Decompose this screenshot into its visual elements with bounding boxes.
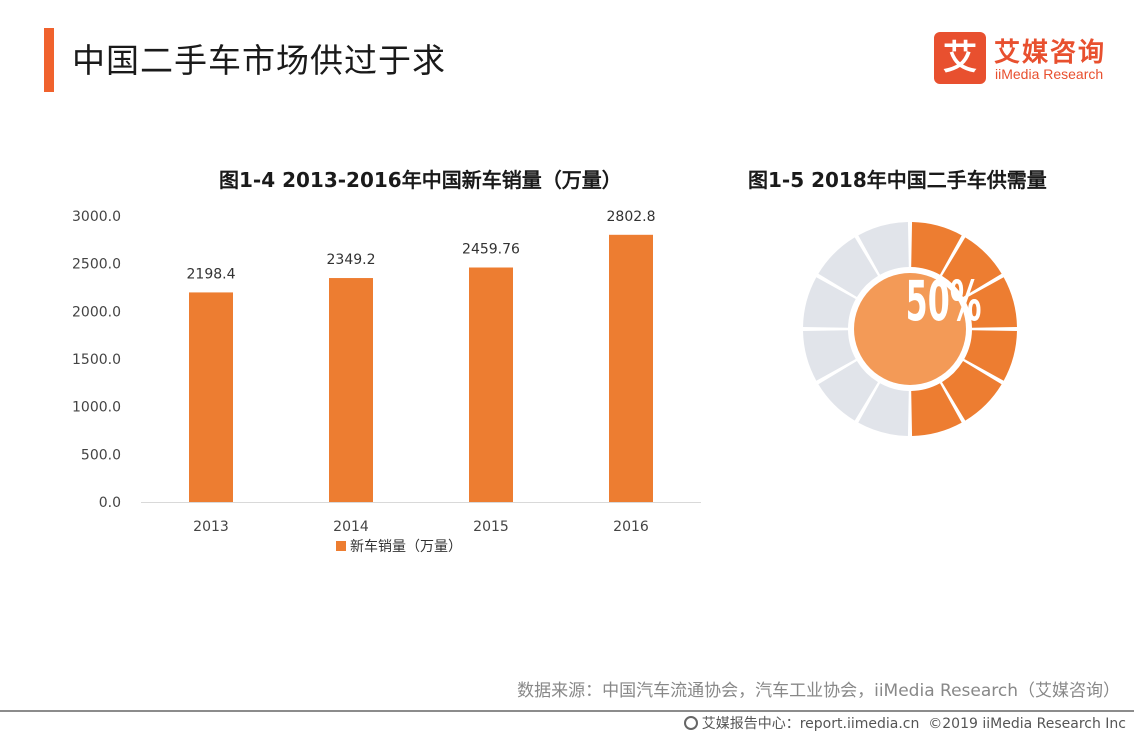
donut-segment-filled-3 xyxy=(964,330,1017,381)
donut-center-label: 50% xyxy=(906,269,982,334)
donut-segment-empty-9 xyxy=(803,277,856,328)
footer-copyright: ©2019 iiMedia Research Inc xyxy=(928,716,1126,732)
x-tick-label-2016: 2016 xyxy=(613,519,649,535)
y-tick-label: 2000.0 xyxy=(72,304,121,320)
donut-segment-filled-5 xyxy=(911,383,962,436)
donut-chart: 50% xyxy=(803,222,1017,436)
footer-divider xyxy=(0,710,1134,712)
data-source-note: 数据来源：中国汽车流通协会，汽车工业协会，iiMedia Research（艾媒… xyxy=(517,681,1120,701)
brand-logo: 艾 艾媒咨询 iiMedia Research xyxy=(934,32,1114,88)
donut-center-disc xyxy=(854,273,966,385)
title-accent-bar xyxy=(44,28,54,92)
bar-2013 xyxy=(189,292,233,502)
data-label-2014: 2349.2 xyxy=(327,252,376,268)
x-tick-label-2014: 2014 xyxy=(333,519,369,535)
bar-chart-legend: 新车销量（万量） xyxy=(336,536,462,556)
x-tick-label-2013: 2013 xyxy=(193,519,229,535)
donut-segment-empty-6 xyxy=(858,383,909,436)
legend-label: 新车销量（万量） xyxy=(350,539,462,555)
x-tick-label-2015: 2015 xyxy=(473,519,509,535)
donut-segment-empty-10 xyxy=(818,237,878,297)
report-center-icon xyxy=(683,716,698,730)
brand-badge-icon: 艾 xyxy=(934,32,986,84)
bar-2015 xyxy=(469,267,513,502)
footer-site: 艾媒报告中心：report.iimedia.cn xyxy=(701,716,920,732)
brand-name-cn: 艾媒咨询 xyxy=(994,38,1107,68)
data-label-2013: 2198.4 xyxy=(187,266,236,282)
page-title: 中国二手车市场供过于求 xyxy=(72,41,446,80)
brand-name-en: iiMedia Research xyxy=(995,66,1104,82)
bar-2014 xyxy=(329,278,373,502)
data-label-2016: 2802.8 xyxy=(607,209,656,225)
donut-segment-filled-2 xyxy=(964,277,1017,328)
donut-segment-filled-0 xyxy=(911,222,962,275)
donut-segment-empty-8 xyxy=(803,330,856,381)
legend-swatch xyxy=(336,541,346,551)
donut-segment-empty-11 xyxy=(858,222,909,275)
y-tick-label: 3000.0 xyxy=(72,209,121,225)
y-tick-label: 1000.0 xyxy=(72,400,121,416)
y-tick-label: 500.0 xyxy=(81,447,121,463)
y-tick-label: 2500.0 xyxy=(72,257,121,273)
donut-chart-title: 图1-5 2018年中国二手车供需量 xyxy=(748,168,1047,192)
donut-segment-empty-7 xyxy=(818,361,878,421)
footer: 艾媒报告中心：report.iimedia.cn ©2019 iiMedia R… xyxy=(683,713,1126,733)
donut-segment-filled-4 xyxy=(942,361,1002,421)
data-label-2015: 2459.76 xyxy=(462,242,520,258)
donut-segment-filled-1 xyxy=(942,237,1002,297)
bar-chart: 0.0 500.0 1000.0 1500.0 2000.0 2500.0 3000.0 21… xyxy=(72,209,701,535)
y-tick-label: 0.0 xyxy=(99,495,121,511)
bar-2016 xyxy=(609,234,653,502)
y-tick-label: 1500.0 xyxy=(72,352,121,368)
bar-chart-title: 图1-4 2013-2016年中国新车销量（万量） xyxy=(219,168,622,192)
